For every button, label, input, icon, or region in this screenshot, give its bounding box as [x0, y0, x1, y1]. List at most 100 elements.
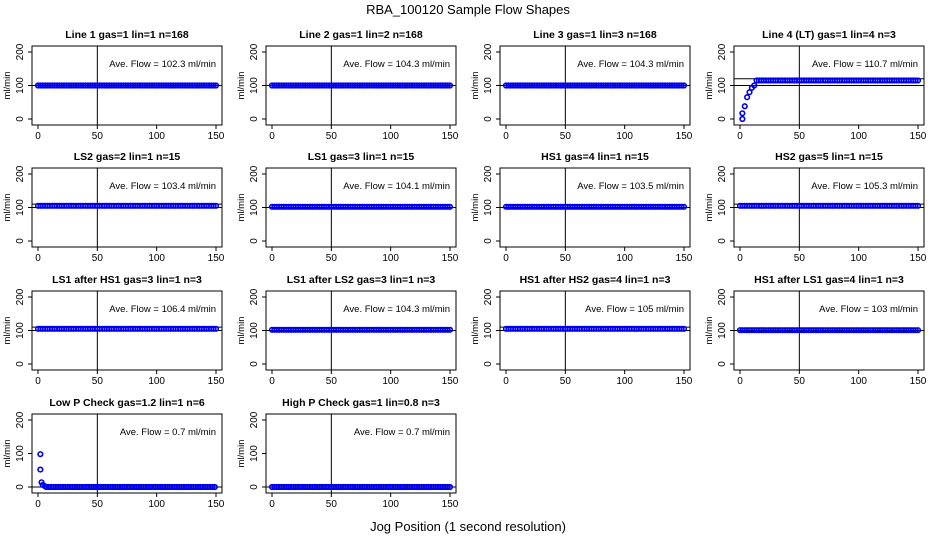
y-tick-label: 200	[249, 43, 260, 60]
data-point	[739, 110, 746, 117]
x-tick-label: 50	[794, 131, 806, 142]
x-tick-label: 50	[560, 253, 572, 264]
data-point	[751, 82, 758, 89]
data-point	[746, 89, 753, 96]
panel-10: LS1 after LS2 gas=3 lin=1 n=3 Ave. Flow =…	[236, 274, 459, 387]
panel-8: HS2 gas=5 lin=1 n=15 Ave. Flow = 105.3 ml…	[704, 151, 927, 264]
data-point	[680, 325, 688, 332]
x-tick-label: 100	[148, 376, 165, 387]
average-flow-label: Ave. Flow = 104.1 ml/min	[343, 181, 450, 192]
data-point	[912, 327, 919, 334]
data-point	[444, 82, 451, 89]
y-tick-label: 0	[249, 116, 260, 122]
panel-title: Low P Check gas=1.2 lin=1 n=6	[49, 397, 204, 409]
x-tick-label: 150	[910, 253, 927, 264]
y-axis-label: ml/min	[236, 72, 247, 100]
data-point	[680, 82, 688, 89]
plot-frame	[31, 413, 223, 494]
panel-5: LS2 gas=2 lin=1 n=15 Ave. Flow = 103.4 ml…	[2, 151, 225, 264]
x-tick-label: 100	[382, 253, 399, 264]
data-point	[914, 77, 922, 84]
y-axis-label: ml/min	[470, 317, 481, 345]
y-tick-label: 0	[15, 361, 26, 367]
data-point	[741, 103, 748, 110]
average-flow-label: Ave. Flow = 102.3 ml/min	[109, 59, 216, 70]
panel-11: HS1 after HS2 gas=4 lin=1 n=3 Ave. Flow =…	[470, 274, 693, 387]
data-point	[210, 82, 217, 89]
x-tick-label: 0	[35, 131, 41, 142]
average-flow-label: Ave. Flow = 103.5 ml/min	[577, 181, 684, 192]
x-tick-label: 50	[92, 131, 104, 142]
x-tick-label: 150	[208, 253, 225, 264]
data-point	[444, 203, 451, 210]
average-flow-label: Ave. Flow = 106.4 ml/min	[109, 304, 216, 315]
data-point	[211, 483, 218, 491]
data-point	[210, 202, 217, 209]
x-tick-label: 0	[503, 131, 509, 142]
data-point	[444, 483, 451, 491]
x-tick-label: 150	[442, 376, 459, 387]
data-point	[678, 203, 685, 210]
y-tick-label: 0	[717, 361, 728, 367]
panel-title: HS2 gas=5 lin=1 n=15	[775, 151, 883, 163]
data-point	[37, 466, 44, 473]
x-tick-label: 150	[676, 376, 693, 387]
x-tick-label: 0	[503, 376, 509, 387]
panel-title: Line 2 gas=1 lin=2 n=168	[299, 29, 423, 41]
plot-frame	[265, 413, 457, 494]
panel-title: Line 4 (LT) gas=1 lin=4 n=3	[762, 29, 896, 41]
data-point	[446, 326, 454, 333]
data-point	[739, 115, 746, 123]
panel-title: Line 1 gas=1 lin=1 n=168	[65, 29, 189, 41]
y-tick-label: 0	[249, 361, 260, 367]
y-tick-label: 100	[249, 77, 260, 94]
average-flow-label: Ave. Flow = 0.7 ml/min	[354, 427, 450, 438]
average-flow-label: Ave. Flow = 104.3 ml/min	[577, 59, 684, 70]
x-tick-label: 150	[442, 131, 459, 142]
y-axis-label: ml/min	[236, 317, 247, 345]
data-point	[678, 325, 685, 332]
y-axis-label: ml/min	[2, 194, 13, 222]
x-tick-label: 150	[208, 499, 225, 510]
x-tick-label: 50	[560, 376, 572, 387]
y-tick-label: 200	[15, 288, 26, 305]
data-point	[680, 203, 688, 210]
panel-3: Line 3 gas=1 lin=3 n=168 Ave. Flow = 104.…	[470, 29, 693, 142]
average-flow-label: Ave. Flow = 105.3 ml/min	[811, 181, 918, 192]
y-tick-label: 100	[249, 445, 260, 462]
x-tick-label: 0	[35, 499, 41, 510]
data-point	[446, 203, 454, 210]
x-tick-label: 0	[269, 131, 275, 142]
y-tick-label: 200	[249, 288, 260, 305]
average-flow-label: Ave. Flow = 0.7 ml/min	[120, 427, 216, 438]
panel-title: Line 3 gas=1 lin=3 n=168	[533, 29, 657, 41]
panel-7: HS1 gas=4 lin=1 n=15 Ave. Flow = 103.5 ml…	[470, 151, 693, 264]
data-point	[209, 483, 216, 491]
y-tick-label: 100	[249, 322, 260, 339]
y-axis-label: ml/min	[2, 317, 13, 345]
y-axis-label: ml/min	[470, 194, 481, 222]
x-tick-label: 0	[35, 253, 41, 264]
x-tick-label: 50	[326, 131, 338, 142]
x-tick-label: 50	[326, 376, 338, 387]
x-tick-label: 150	[910, 376, 927, 387]
y-tick-label: 100	[717, 77, 728, 94]
data-point	[912, 202, 919, 209]
y-tick-label: 0	[15, 484, 26, 490]
x-tick-label: 100	[850, 253, 867, 264]
y-axis-label: ml/min	[704, 194, 715, 222]
data-point	[914, 327, 922, 334]
average-flow-label: Ave. Flow = 103 ml/min	[819, 304, 918, 315]
y-axis-label: ml/min	[704, 72, 715, 100]
x-tick-label: 50	[92, 253, 104, 264]
average-flow-label: Ave. Flow = 103.4 ml/min	[109, 181, 216, 192]
y-tick-label: 100	[717, 322, 728, 339]
x-tick-label: 50	[560, 131, 572, 142]
y-tick-label: 0	[15, 238, 26, 244]
panel-title: LS1 gas=3 lin=1 n=15	[308, 151, 415, 163]
y-tick-label: 100	[15, 199, 26, 216]
panel-title: LS1 after HS1 gas=3 lin=1 n=3	[52, 274, 202, 286]
panel-title: High P Check gas=1 lin=0.8 n=3	[282, 397, 440, 409]
data-point	[212, 325, 220, 332]
y-tick-label: 200	[717, 43, 728, 60]
